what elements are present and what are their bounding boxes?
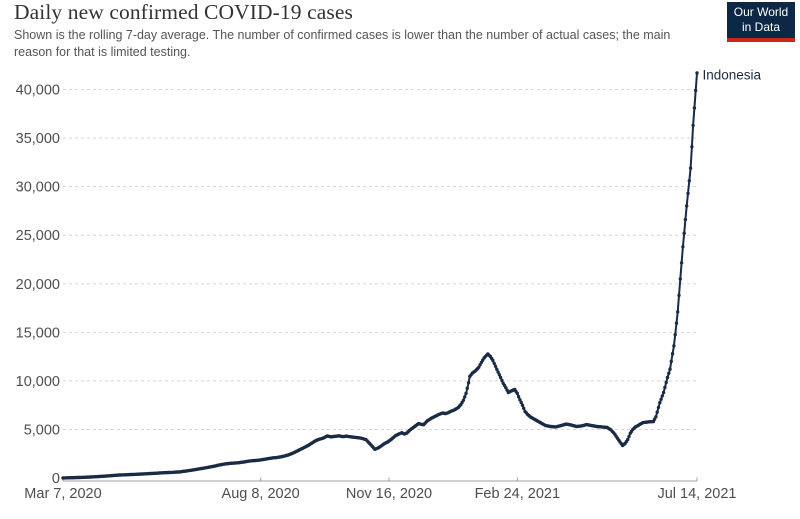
series-label-indonesia: Indonesia	[703, 67, 762, 82]
owid-logo-line1: Our World	[733, 5, 789, 19]
chart-subtitle: Shown is the rolling 7-day average. The …	[14, 28, 671, 59]
x-axis-labels: Mar 7, 2020 Aug 8, 2020 Nov 16, 2020 Feb 24…	[24, 486, 736, 502]
line-chart-canvas: 0 5,000 10,000 15,000 20,000 25,000 30,000 35,0…	[16, 67, 762, 502]
y-tick-label: 30,000	[16, 180, 60, 196]
x-tick-label: Mar 7, 2020	[24, 486, 101, 502]
x-axis	[62, 477, 698, 482]
series-point-markers	[61, 71, 699, 480]
y-tick-label: 10,000	[16, 374, 60, 390]
series-line-indonesia	[62, 72, 698, 479]
owid-logo[interactable]: Our World in Data	[727, 2, 795, 42]
gridlines	[63, 89, 697, 430]
x-tick-label: Feb 24, 2021	[475, 486, 560, 502]
y-tick-label: 25,000	[16, 228, 60, 244]
x-tick-label: Jul 14, 2021	[657, 486, 736, 502]
x-tick-label: Aug 8, 2020	[222, 486, 300, 502]
owid-logo-line2: in Data	[741, 20, 781, 34]
y-tick-label: 0	[52, 471, 60, 487]
x-tick-label: Nov 16, 2020	[346, 486, 432, 502]
y-tick-label: 5,000	[24, 422, 60, 438]
y-tick-label: 40,000	[16, 83, 60, 99]
y-tick-label: 20,000	[16, 277, 60, 293]
y-tick-label: 35,000	[16, 131, 60, 147]
chart-title: Daily new confirmed COVID-19 cases	[14, 0, 353, 24]
y-axis-labels: 0 5,000 10,000 15,000 20,000 25,000 30,000 35,0…	[16, 83, 60, 488]
y-tick-label: 15,000	[16, 325, 60, 341]
